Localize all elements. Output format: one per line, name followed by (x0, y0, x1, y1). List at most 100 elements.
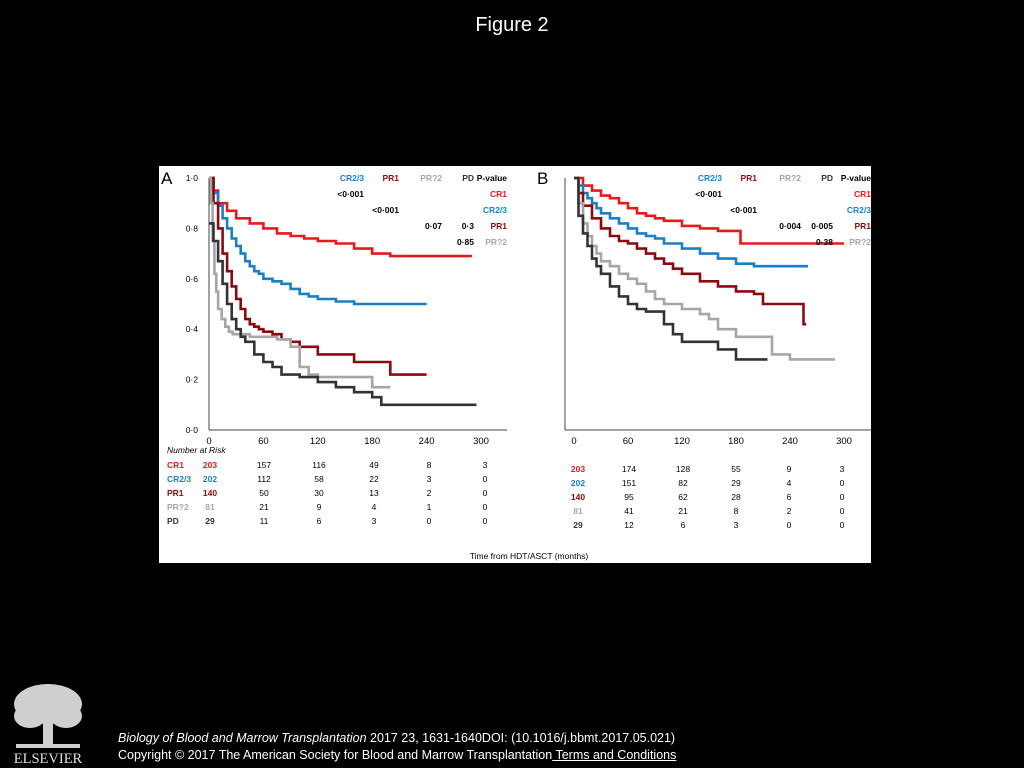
panel-b-risk-value: 174 (622, 464, 636, 474)
terms-link[interactable]: Terms and Conditions (552, 748, 677, 762)
panel-b-risk-value: 41 (624, 506, 634, 516)
panel-a-label: A (161, 169, 173, 188)
panel-b-xtick-label: 0 (571, 436, 576, 447)
panel-b-pvalue-cell: 0·005 (811, 221, 833, 231)
panel-b-risk-value: 29 (731, 478, 741, 488)
panel-b-xtick-label: 60 (623, 436, 634, 447)
panel-b-risk-value: 28 (731, 492, 741, 502)
panel-a-ytick-label: 0·4 (186, 324, 199, 334)
panel-b-pvalue-header: PR1 (740, 173, 757, 183)
panel-a-risk-value: 8 (427, 460, 432, 470)
panel-b-pvalue-header: PD (821, 173, 833, 183)
panel-a-risk-value: 29 (205, 516, 215, 526)
panel-a-pvalue-cell: <0·001 (337, 189, 364, 199)
panel-a-risk-value: 13 (369, 488, 379, 498)
panel-b-pvalue-cell: 0·38 (816, 237, 833, 247)
panel-b-risk-value: 0 (787, 520, 792, 530)
panel-a-risk-value: 0 (427, 516, 432, 526)
panel-a-series-pr1 (209, 176, 427, 376)
panel-a-risk-value: 81 (205, 502, 215, 512)
panel-a-risk-value: 50 (259, 488, 269, 498)
panel-a-ytick-label: 0·8 (186, 223, 199, 233)
panel-b-pvalue-row-label: PR?2 (849, 237, 871, 247)
panel-b-series-pr2 (574, 176, 835, 361)
panel-b-series-cr23 (574, 176, 808, 268)
panel-b-xtick-label: 240 (782, 436, 798, 447)
panel-a-pvalue-cell: 0·07 (425, 221, 442, 231)
copyright: Copyright © 2017 The American Society fo… (118, 748, 676, 762)
copyright-text: Copyright © 2017 The American Society fo… (118, 748, 553, 762)
panel-a-xtick-label: 180 (364, 436, 380, 447)
panel-a-xtick-label: 120 (310, 436, 326, 447)
panel-b-pvalue-cell: <0·001 (730, 205, 757, 215)
citation: Biology of Blood and Marrow Transplantat… (118, 731, 675, 745)
panel-b-series-pr1 (574, 176, 807, 326)
panel-b-pvalue-row-label: PR1 (854, 221, 871, 231)
panel-a-risk-value: 0 (483, 502, 488, 512)
panel-a-risk-value: 140 (203, 488, 217, 498)
panel-b-risk-value: 202 (571, 478, 585, 488)
panel-b-risk-value: 151 (622, 478, 636, 488)
panel-b-risk-value: 8 (734, 506, 739, 516)
panel-b-risk-value: 81 (573, 506, 583, 516)
panel-a-xtick-label: 300 (473, 436, 489, 447)
panel-b-risk-value: 21 (678, 506, 688, 516)
panel-a-risk-value: 0 (483, 474, 488, 484)
panel-a-pvalue-header: P-value (477, 173, 508, 183)
panel-a-risk-name: CR1 (167, 460, 184, 470)
panel-b-risk-value: 95 (624, 492, 634, 502)
citation-details: 2017 23, 1631-1640DOI: (10.1016/j.bbmt.2… (366, 731, 676, 745)
panel-b-risk-value: 0 (840, 520, 845, 530)
panel-b-risk-value: 6 (681, 520, 686, 530)
panel-a-series-cr23 (209, 176, 427, 306)
panel-a-series-pd (209, 222, 477, 407)
panel-b-pvalue-header: P-value (841, 173, 871, 183)
panel-a-xtick-label: 240 (419, 436, 435, 447)
elsevier-logo: ELSEVIER (14, 684, 83, 766)
panel-b-risk-value: 29 (573, 520, 583, 530)
panel-a-risk-value: 11 (260, 516, 269, 526)
panel-b-risk-value: 140 (571, 492, 585, 502)
panel-a-risk-name: CR2/3 (167, 474, 191, 484)
panel-a-risk-name: PD (167, 516, 179, 526)
panel-b-risk-value: 9 (787, 464, 792, 474)
journal-name: Biology of Blood and Marrow Transplantat… (118, 731, 367, 745)
panel-b-risk-value: 4 (787, 478, 792, 488)
panel-b-xtick-label: 300 (836, 436, 852, 447)
panel-a-risk-value: 22 (369, 474, 379, 484)
panel-b-risk-value: 128 (676, 464, 690, 474)
panel-b-series-cr1 (574, 176, 844, 245)
panel-b-risk-value: 62 (678, 492, 688, 502)
panel-a-pvalue-row-label: PR?2 (485, 237, 507, 247)
panel-a-risk-value: 3 (483, 460, 488, 470)
panel-b-risk-value: 0 (840, 506, 845, 516)
panel-b-series-pd (574, 176, 768, 361)
panel-a-pvalue-cell: 0·3 (462, 221, 475, 231)
panel-a-risk-title: Number at Risk (167, 445, 226, 455)
panel-b-risk-value: 12 (624, 520, 634, 530)
panel-b-label: B (537, 169, 548, 188)
panel-a-xtick-label: 60 (258, 436, 269, 447)
panel-a-pvalue-row-label: CR2/3 (483, 205, 507, 215)
tree-icon (14, 684, 82, 748)
panel-b-risk-value: 3 (840, 464, 845, 474)
panel-b-pvalue-cell: 0·004 (779, 221, 801, 231)
panel-a-ytick-label: 0·0 (186, 425, 199, 435)
panel-b-xtick-label: 180 (728, 436, 744, 447)
logo-wordmark: ELSEVIER (14, 751, 83, 766)
panel-a-risk-value: 0 (483, 516, 488, 526)
panel-b-risk-value: 2 (787, 506, 792, 516)
panel-a-risk-value: 202 (203, 474, 217, 484)
panel-a-pvalue-row-label: PR1 (490, 221, 507, 231)
panel-a-risk-value: 49 (369, 460, 379, 470)
panel-a-risk-value: 116 (312, 460, 326, 470)
panel-a-ytick-label: 0·6 (186, 274, 199, 284)
panel-b-risk-value: 3 (734, 520, 739, 530)
panel-a-risk-value: 112 (257, 474, 271, 484)
panel-a-risk-value: 1 (427, 502, 432, 512)
panel-a-pvalue-header: PR1 (382, 173, 399, 183)
panel-b-risk-value: 203 (571, 464, 585, 474)
panel-a-ytick-label: 1·0 (186, 173, 199, 183)
panel-a-ytick-label: 0·2 (186, 375, 199, 385)
panel-a-pvalue-row-label: CR1 (490, 189, 507, 199)
